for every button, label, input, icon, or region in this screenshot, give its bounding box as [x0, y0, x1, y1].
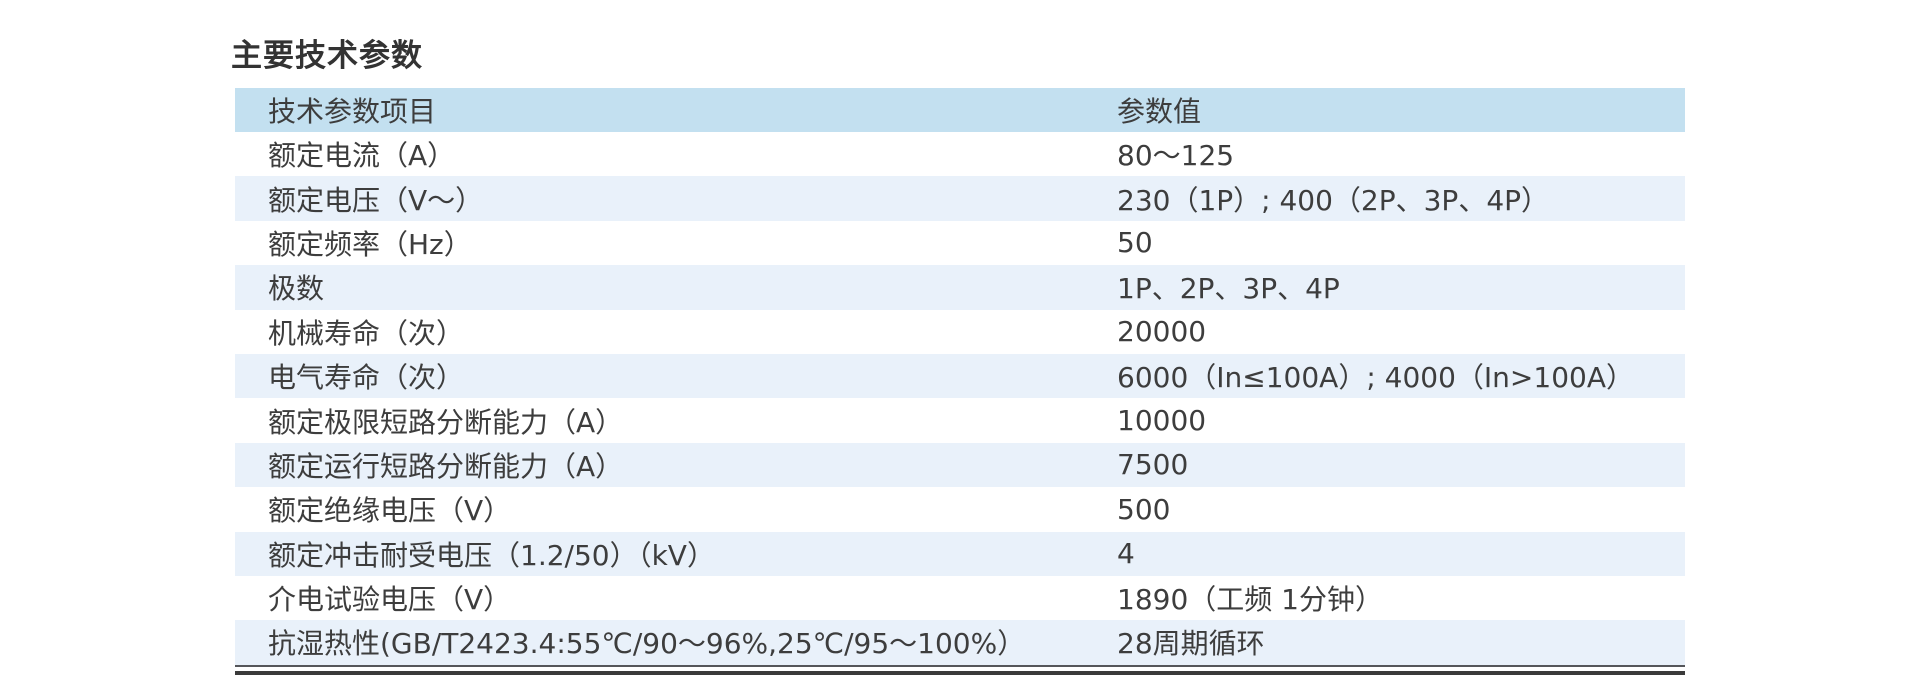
param-value: 28周期循环: [1117, 627, 1265, 661]
param-name: 额定运行短路分断能力（A）: [268, 449, 624, 483]
param-value: 50: [1117, 226, 1153, 260]
param-name: 抗湿热性(GB/T2423.4:55℃/90～96%,25℃/95～100%）: [268, 627, 1026, 661]
table-row: 抗湿热性(GB/T2423.4:55℃/90～96%,25℃/95～100%） …: [235, 620, 1685, 665]
param-name: 额定极限短路分断能力（A）: [268, 405, 624, 439]
param-name: 额定绝缘电压（V）: [268, 494, 512, 528]
table-row: 额定运行短路分断能力（A） 7500: [235, 442, 1685, 488]
param-value: 7500: [1117, 448, 1189, 482]
table-bottom-rule-thin: [235, 665, 1685, 667]
param-value: 20000: [1117, 315, 1207, 349]
table-row: 额定频率（Hz） 50: [235, 220, 1685, 266]
param-name: 额定冲击耐受电压（1.2/50）（kV）: [268, 538, 715, 572]
param-name: 机械寿命（次）: [268, 316, 465, 350]
technical-parameters-table: 技术参数项目 参数值 额定电流（A） 80～125 额定电压（V～） 230（1…: [235, 88, 1685, 665]
param-name: 额定电压（V～）: [268, 183, 484, 217]
column-header-value: 参数值: [1117, 95, 1202, 128]
table-row: 机械寿命（次） 20000: [235, 309, 1685, 354]
table-row: 额定冲击耐受电压（1.2/50）（kV） 4: [235, 531, 1685, 576]
table-row: 额定电压（V～） 230（1P）; 400（2P、3P、4P）: [235, 176, 1685, 221]
table-bottom-rule-thick: [235, 671, 1685, 675]
table-row: 额定绝缘电压（V） 500: [235, 487, 1685, 532]
table-row: 电气寿命（次） 6000（In≤100A）; 4000（In>100A）: [235, 353, 1685, 399]
param-name: 额定电流（A）: [268, 139, 456, 173]
param-name: 极数: [268, 272, 325, 306]
page-title: 主要技术参数: [231, 38, 423, 74]
param-value: 230（1P）; 400（2P、3P、4P）: [1117, 183, 1550, 217]
param-value: 80～125: [1117, 139, 1235, 173]
param-value: 1P、2P、3P、4P: [1117, 272, 1340, 306]
param-value: 500: [1117, 492, 1171, 526]
param-value: 6000（In≤100A）; 4000（In>100A）: [1117, 361, 1634, 395]
param-name: 介电试验电压（V）: [268, 583, 512, 617]
table-row: 介电试验电压（V） 1890（工频 1分钟）: [235, 575, 1685, 621]
table-row: 额定极限短路分断能力（A） 10000: [235, 398, 1685, 443]
param-value: 10000: [1117, 404, 1207, 438]
table-row: 极数 1P、2P、3P、4P: [235, 265, 1685, 310]
param-value: 4: [1117, 537, 1135, 571]
param-value: 1890（工频 1分钟）: [1117, 583, 1383, 617]
param-name: 电气寿命（次）: [268, 361, 465, 395]
table-header-row: 技术参数项目 参数值: [235, 88, 1685, 132]
column-header-parameter: 技术参数项目: [268, 95, 437, 128]
param-name: 额定频率（Hz）: [268, 227, 472, 261]
table-row: 额定电流（A） 80～125: [235, 132, 1685, 177]
